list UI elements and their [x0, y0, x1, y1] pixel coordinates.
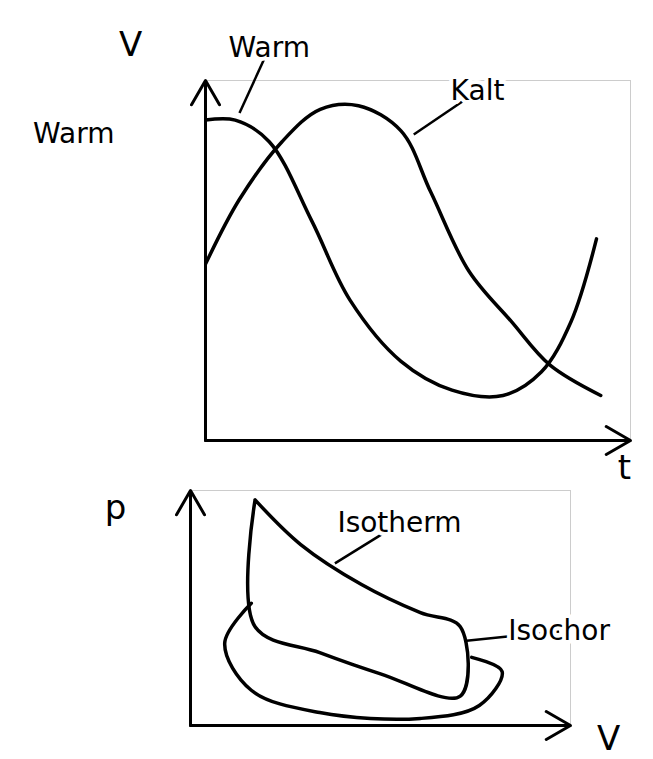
svg-text:Warm: Warm — [229, 31, 310, 64]
svg-text:Isochor: Isochor — [508, 614, 610, 647]
svg-text:Warm: Warm — [33, 117, 114, 150]
svg-text:p: p — [105, 487, 127, 527]
svg-text:V: V — [119, 24, 142, 64]
svg-text:V: V — [597, 718, 620, 758]
svg-text:Kalt: Kalt — [451, 74, 505, 107]
svg-text:t: t — [618, 447, 631, 487]
svg-text:Isotherm: Isotherm — [337, 506, 461, 539]
